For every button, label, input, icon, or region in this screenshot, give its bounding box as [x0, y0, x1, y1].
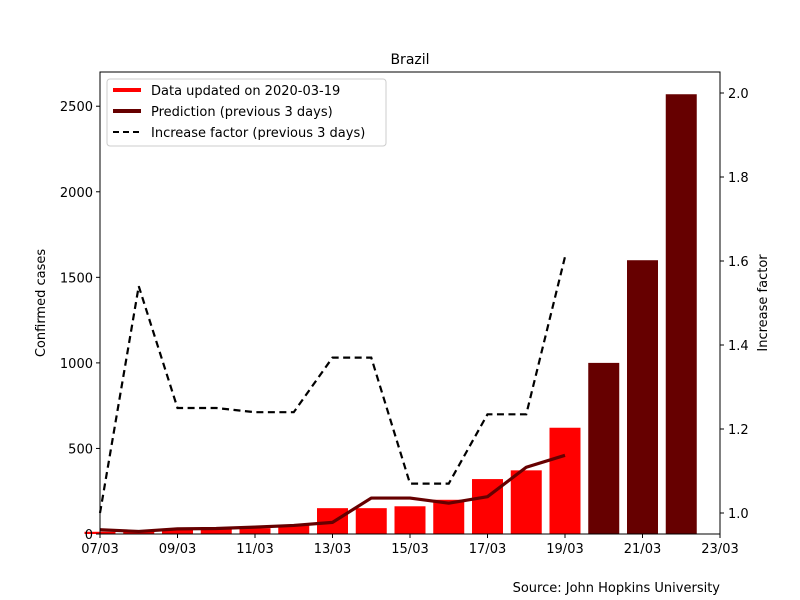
x-tick-label: 15/03	[391, 542, 428, 557]
x-tick-label: 07/03	[81, 542, 118, 557]
lines-layer	[98, 256, 567, 534]
legend-label-prediction: Prediction (previous 3 days)	[151, 105, 333, 120]
bar-prediction-20-03	[588, 362, 620, 534]
y-right-axis: 1.0 1.2 1.4 1.6 1.8 2.0	[720, 87, 749, 522]
y-right-tick-label: 1.4	[728, 339, 749, 354]
y-left-tick-label: 500	[68, 442, 93, 457]
bar-data-10-03	[200, 528, 232, 534]
bars-layer	[84, 94, 697, 534]
bar-prediction-21-03	[627, 260, 658, 534]
y-left-tick-label: 1000	[60, 357, 93, 372]
y-right-tick-label: 1.6	[728, 255, 749, 270]
x-tick-label: 13/03	[314, 542, 351, 557]
x-tick-label: 21/03	[624, 542, 661, 557]
bar-data-19-03	[549, 427, 581, 534]
legend-box	[106, 78, 387, 147]
x-axis: 07/03 09/03 11/03 13/03 15/03 17/03 19/03 21/03…	[81, 534, 739, 557]
x-tick-label: 23/03	[701, 542, 738, 557]
bar-data-12-03	[278, 525, 310, 534]
prediction-line	[99, 453, 566, 534]
y-right-tick-label: 1.8	[728, 171, 749, 186]
x-tick-label: 11/03	[236, 542, 273, 557]
bar-data-14-03	[355, 508, 387, 534]
bar-data-09-03	[162, 529, 193, 534]
source-note: Source: John Hopkins University	[513, 581, 721, 596]
y-left-tick-label: 0	[85, 528, 93, 543]
bar-data-15-03	[394, 506, 426, 534]
x-tick-label: 09/03	[159, 542, 196, 557]
y-left-tick-label: 2000	[60, 186, 93, 201]
x-tick-label: 17/03	[469, 542, 506, 557]
x-tick-label: 19/03	[546, 542, 583, 557]
bar-prediction-22-03	[665, 94, 697, 534]
y-left-axis-label: Confirmed cases	[34, 249, 49, 358]
bar-data-16-03	[433, 499, 465, 534]
bar-data-18-03	[510, 470, 542, 534]
chart-title: Brazil	[390, 52, 429, 68]
increase-factor-line	[98, 256, 567, 514]
legend: Data updated on 2020-03-19 Prediction (p…	[106, 78, 387, 147]
y-right-tick-label: 1.0	[728, 507, 749, 522]
legend-label-data: Data updated on 2020-03-19	[151, 84, 340, 99]
y-left-tick-label: 1500	[60, 271, 93, 286]
y-left-tick-label: 2500	[60, 100, 93, 115]
y-right-axis-label: Increase factor	[756, 254, 771, 352]
bar-data-11-03	[239, 528, 271, 534]
y-left-axis: 0 500 1000 1500 2000 2500	[60, 100, 100, 543]
y-right-tick-label: 2.0	[728, 87, 749, 102]
legend-label-factor: Increase factor (previous 3 days)	[151, 126, 365, 141]
y-right-tick-label: 1.2	[728, 423, 749, 438]
